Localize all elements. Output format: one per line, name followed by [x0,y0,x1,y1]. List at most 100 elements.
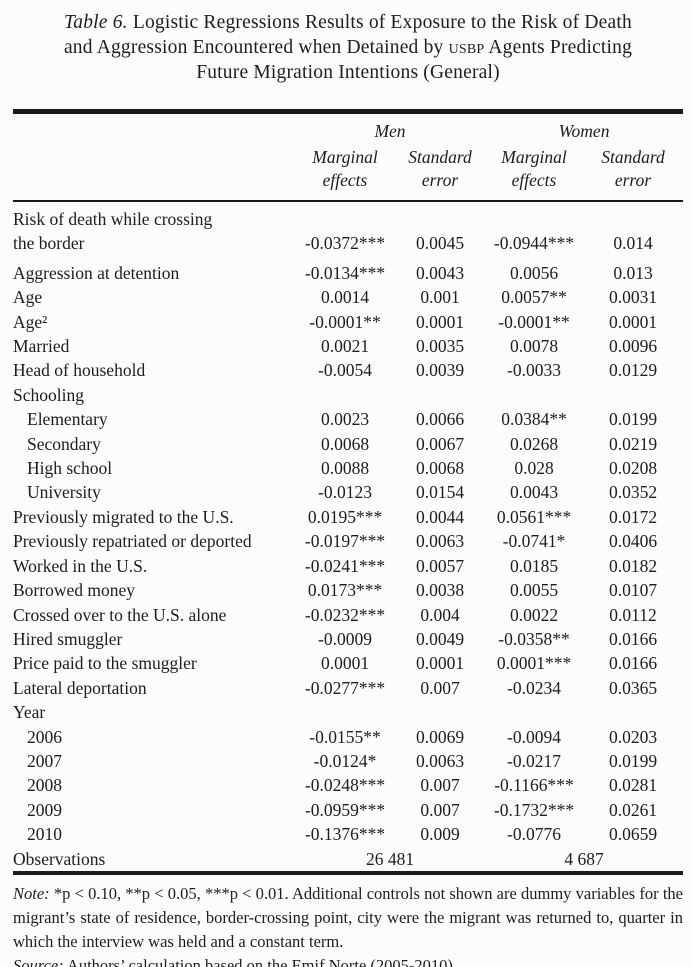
cell-value: 0.0208 [608,458,658,479]
cell-value: 0.007 [420,799,460,820]
cell-value [395,383,485,407]
cell-value: -0.0009 [318,628,372,649]
note-label: Note: [13,883,50,903]
cell-value: -0.0217 [507,750,561,771]
title-line-2-pre: and Aggression Encountered when Detained… [63,37,449,58]
cell-value: -0.0776 [507,824,561,845]
cell-value: 0.0057** [501,287,567,308]
cell-value: 0.0021 [320,336,370,357]
table-row: 2010 -0.1376*** 0.009 -0.0776 0.0659 [13,822,683,846]
cell-value: 0.0038 [415,580,465,601]
cell-value: 0.028 [514,458,554,479]
table-row: Borrowed money 0.0173*** 0.0038 0.0055 0.010… [13,578,683,602]
table-header: Men Women Marginal effects Standard erro… [13,112,684,201]
cell-value: 0.0352 [608,482,658,503]
cell-value [583,700,683,724]
table-row: Crossed over to the U.S. alone -0.0232***… [13,603,683,627]
usbp-smallcaps: USBP [448,37,485,58]
cell-value: 0.0001 [320,653,370,674]
table-row: Year [13,700,683,724]
title-line-1-text: Logistic Regressions Results of Exposure… [127,12,632,33]
row-label: Price paid to the smuggler [13,653,197,674]
cell-value: 0.0129 [608,360,658,381]
cell-value [485,383,583,407]
cell-value: 0.007 [420,677,460,698]
row-label: 2010 [27,824,62,845]
row-label: Observations [13,848,106,869]
table-row: 2007 -0.0124* 0.0063 -0.0217 0.0199 [13,749,683,773]
table-row: Head of household -0.0054 0.0039 -0.0033 0.0… [13,358,683,382]
row-label: Worked in the U.S. [13,555,148,576]
row-label: Aggression at detention [13,262,180,283]
cell-value: -0.0001** [498,311,570,332]
table-row: 2006 -0.0155** 0.0069 -0.0094 0.0203 [13,725,683,749]
table-notes: Note: *p < 0.10, **p < 0.05, ***p < 0.01… [13,882,683,967]
cell-value: 0.013 [613,262,653,283]
cell-value: 0.0056 [509,262,559,283]
cell-value [485,700,583,724]
table-row: Worked in the U.S. -0.0241*** 0.0057 0.0185… [13,554,683,578]
title-line-2: and Aggression Encountered when Detained… [13,35,683,60]
cell-value: 0.0166 [608,653,658,674]
observations-women: 4 687 [564,848,604,869]
cell-value: 0.0031 [608,287,658,308]
cell-value: 0.0001 [608,311,658,332]
row-label: Borrowed money [13,580,135,601]
table-title: Table 6. Logistic Regressions Results of… [13,10,683,85]
table-row: Previously repatriated or deported -0.019… [13,529,683,553]
source-label: Source: [13,955,64,967]
cell-value: 0.0199 [608,409,658,430]
cell-value: 0.0096 [608,336,658,357]
table-row: 2009 -0.0959*** 0.007 -0.1732*** 0.0261 [13,798,683,822]
cell-value: 0.009 [420,824,460,845]
cell-value: -0.0001** [309,311,381,332]
cell-value: 0.0014 [320,287,370,308]
cell-value: -0.1732*** [493,799,575,820]
table-row: Aggression at detention -0.0134*** 0.0043 0… [13,261,683,285]
source-text: Authors’ calculation based on the Emif N… [63,955,458,967]
source-paragraph: Source: Authors’ calculation based on th… [13,954,683,967]
cell-value: 0.0561*** [496,506,572,527]
cell-value: 0.0043 [509,482,559,503]
cell-value: 0.0268 [509,433,559,454]
cell-value: 0.0066 [415,409,465,430]
cell-value: 0.0068 [415,458,465,479]
table-row: Married 0.0021 0.0035 0.0078 0.0096 [13,334,683,358]
cell-value: -0.1376*** [304,824,386,845]
cell-value: 0.0173*** [307,580,383,601]
cell-value: 0.0022 [509,604,559,625]
row-label: 2006 [27,726,62,747]
row-label: 2007 [27,750,62,771]
cell-value: -0.0033 [507,360,561,381]
cell-value: 0.0035 [415,336,465,357]
cell-value: 0.0069 [415,726,465,747]
cell-value: 0.0166 [608,628,658,649]
cell-value: 0.004 [420,604,460,625]
cell-value: 0.0195*** [307,506,383,527]
cell-value: 0.0023 [320,409,370,430]
table-row: Hired smuggler -0.0009 0.0049 -0.0358** 0.01… [13,627,683,651]
cell-value: -0.0123 [318,482,372,503]
row-label: High school [27,458,113,479]
cell-value: 0.0068 [320,433,370,454]
header-empty-cell [13,112,295,145]
cell-value: 0.0057 [415,555,465,576]
cell-value: -0.0241*** [304,555,386,576]
table-row: University -0.0123 0.0154 0.0043 0.0352 [13,480,683,504]
table-row: Schooling [13,383,683,407]
row-label: 2008 [27,775,62,796]
women-column-group: Women [558,121,610,141]
cell-value: 0.0001 [415,311,465,332]
table-row: Previously migrated to the U.S. 0.0195***… [13,505,683,529]
men-standard-error-header: Standard error [408,147,472,190]
women-standard-error-header: Standard error [601,147,665,190]
cell-value: -0.0232*** [304,604,386,625]
table-row: Secondary 0.0068 0.0067 0.0268 0.0219 [13,432,683,456]
table-row: Observations 26 481 4 687 [13,847,683,873]
cell-value: 0.0219 [608,433,658,454]
cell-value: -0.0358** [498,628,570,649]
cell-value: -0.0741* [502,531,566,552]
cell-value: 0.0112 [609,604,657,625]
cell-value: 0.0154 [415,482,465,503]
cell-value: 0.0043 [415,262,465,283]
